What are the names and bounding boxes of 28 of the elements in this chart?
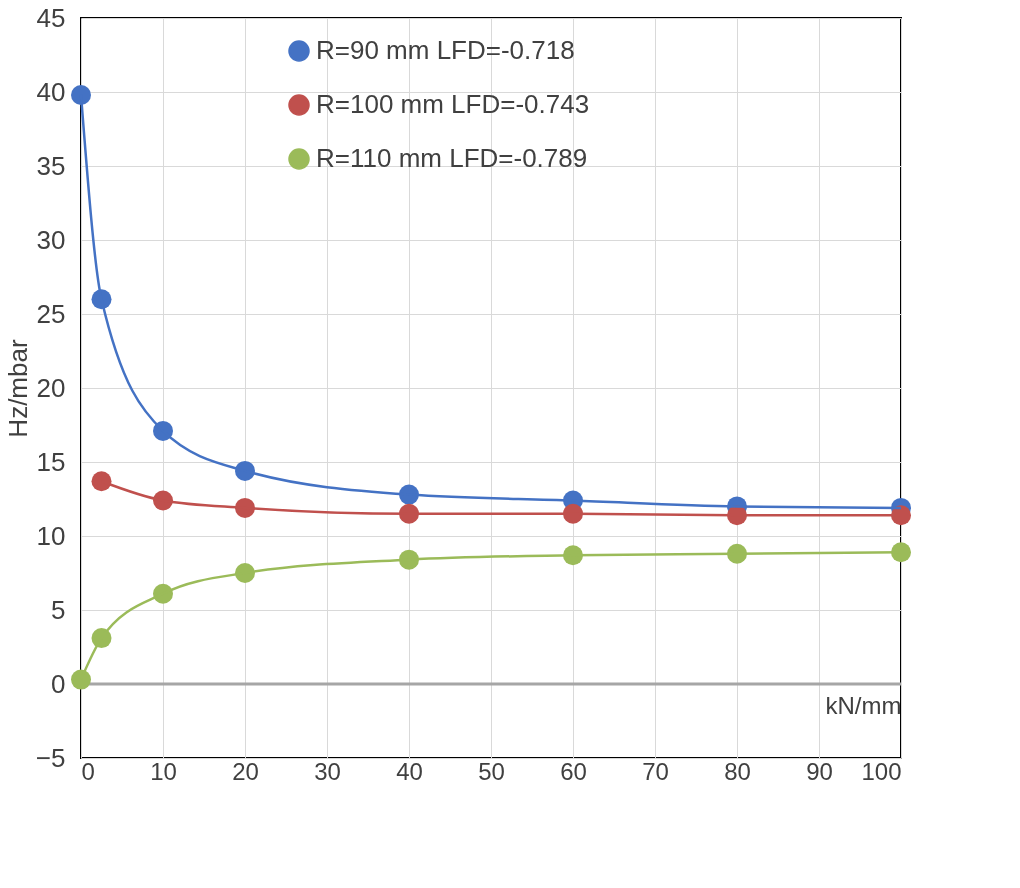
point (71, 669, 91, 690)
y-tick-label: 35 (36, 150, 66, 181)
x-tick-label: 50 (478, 757, 505, 785)
x-tick-label: 10 (150, 757, 177, 785)
y-axis-title: Hz/mbar (2, 339, 33, 438)
x-tick-label: 100 (861, 757, 902, 785)
y-tick-label: 30 (36, 224, 66, 255)
x-tick-label: 70 (642, 757, 669, 785)
y-tick-label: 45 (36, 2, 66, 33)
legend-label: R=100 mm LFD=-0.743 (316, 89, 590, 119)
y-tick-label: 40 (36, 76, 66, 107)
y-tick-label: 0 (51, 668, 66, 699)
y-tick-label: 15 (36, 446, 66, 477)
x-tick-label: 90 (806, 757, 833, 785)
y-tick-label: 20 (36, 372, 66, 403)
y-tick-label: 25 (36, 298, 66, 329)
x-tick-label: 0 (81, 757, 95, 785)
x-axis-title: kN/mm (825, 691, 902, 719)
x-tick-label: 30 (314, 757, 341, 785)
y-tick-label: −5 (35, 742, 66, 773)
x-tick-label: 60 (560, 757, 587, 785)
legend-label: R=110 mm LFD=-0.789 (316, 143, 588, 173)
x-tick-label: 40 (396, 757, 423, 785)
y-tick-label: 5 (51, 594, 66, 625)
x-tick-label: 80 (724, 757, 751, 785)
x-tick-label: 20 (232, 757, 259, 785)
legend-label: R=90 mm LFD=-0.718 (316, 35, 575, 65)
y-tick-label: 10 (36, 520, 66, 551)
